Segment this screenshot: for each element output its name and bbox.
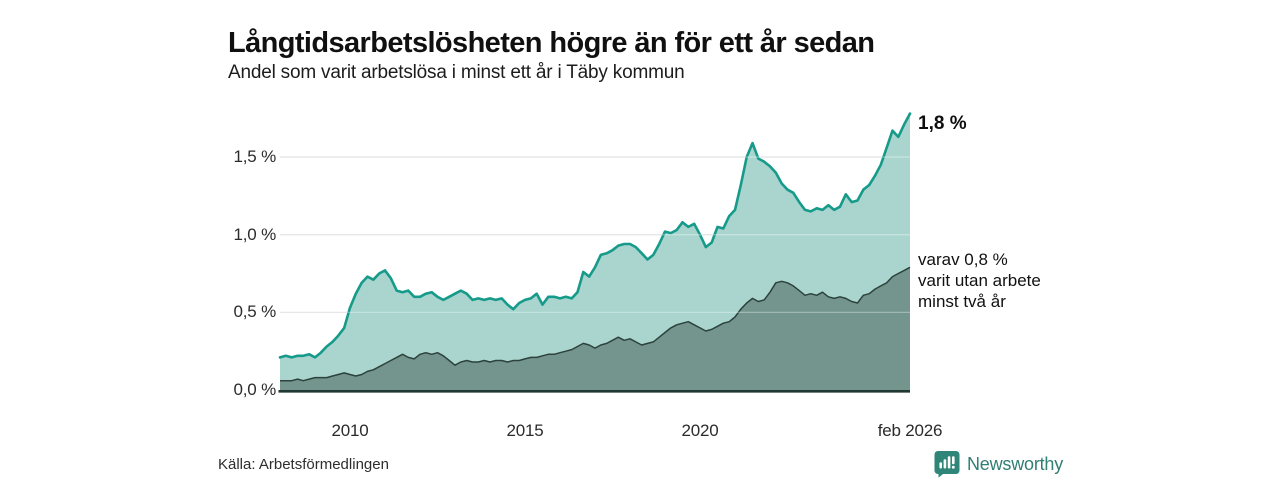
x-axis-tick-label: 2010	[331, 421, 369, 440]
annotation-line-3: minst två år	[918, 292, 1006, 312]
y-axis-tick-label: 1,5 %	[233, 147, 277, 167]
series-end-label-total: 1,8 %	[918, 112, 967, 134]
y-axis-tick-label: 0,0 %	[233, 380, 277, 399]
series-end-label-two-plus: varav 0,8 % varit utan arbete minst två …	[918, 249, 1041, 312]
brand-logo: Newsworthy	[934, 450, 1063, 478]
annotation-line-1: varav 0,8 %	[918, 250, 1008, 270]
brand-name: Newsworthy	[967, 453, 1064, 474]
source-note: Källa: Arbetsförmedlingen	[218, 456, 389, 473]
page-title: Långtidsarbetslösheten högre än för ett …	[228, 27, 875, 60]
y-axis-tick-label: 0,5 %	[233, 302, 277, 322]
y-axis-tick-label: 1,0 %	[233, 224, 277, 244]
newsworthy-icon	[934, 451, 960, 478]
annotation-line-2: varit utan arbete	[918, 271, 1041, 291]
page-subtitle: Andel som varit arbetslösa i minst ett å…	[228, 62, 685, 83]
x-axis-tick-label: 2015	[506, 421, 544, 440]
x-axis-tick-label: 2020	[681, 421, 719, 440]
x-axis-tick-label: feb 2026	[877, 421, 943, 440]
